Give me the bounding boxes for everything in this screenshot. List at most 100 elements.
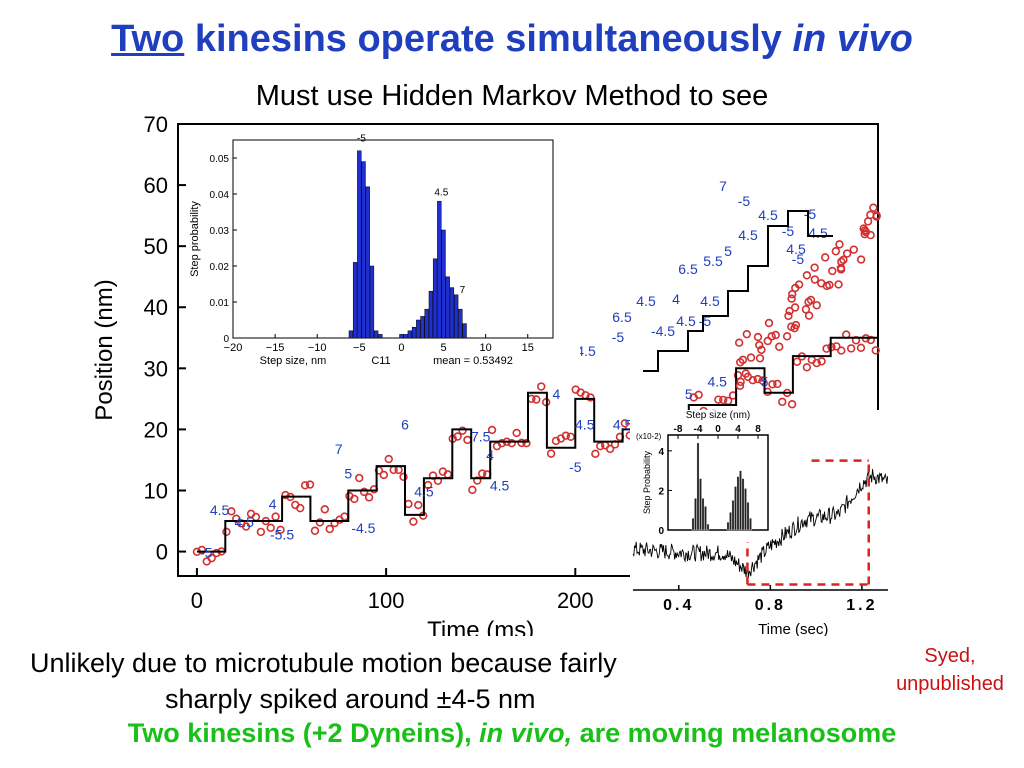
trace-x-tick-label: 0.4 xyxy=(663,597,694,614)
hist-y-axis-label: Step probability xyxy=(189,201,201,277)
step-size-label: 4.5 xyxy=(490,477,510,493)
step-size-label: 7 xyxy=(335,441,343,457)
histogram-bar xyxy=(378,334,383,339)
histogram-bar xyxy=(420,316,425,339)
data-point xyxy=(846,344,856,353)
data-point xyxy=(310,526,320,535)
inner-histogram-bar xyxy=(736,476,740,531)
inner-histogram-bar xyxy=(739,470,742,531)
note-line-2: sharply spiked around ±4-5 nm xyxy=(165,684,536,714)
data-point xyxy=(791,283,800,293)
x-tick-label: 100 xyxy=(368,588,405,613)
data-point xyxy=(497,439,507,448)
data-point xyxy=(802,363,812,372)
histogram-bar xyxy=(361,161,366,339)
hist-x-axis-label: Step size, nm xyxy=(260,355,327,367)
data-point xyxy=(694,390,703,400)
data-point xyxy=(359,487,369,497)
data-point xyxy=(207,553,216,563)
hist-mean-annotation: mean = 0.53492 xyxy=(433,355,513,367)
data-point xyxy=(414,500,423,510)
hist-extra-label: C11 xyxy=(371,355,390,367)
data-point xyxy=(735,381,745,390)
data-point xyxy=(755,354,765,363)
data-point xyxy=(281,490,290,500)
data-point xyxy=(222,527,231,537)
credit-note: Syed, unpublished xyxy=(880,642,1020,698)
data-point xyxy=(197,545,207,555)
inner-hist-x-tick-label: 8 xyxy=(755,424,761,435)
inner-hist-y-tick-label: 4 xyxy=(658,447,664,458)
data-point xyxy=(320,505,330,514)
data-point xyxy=(605,444,615,454)
histogram-bar xyxy=(374,330,379,339)
histogram-peak-label: 7 xyxy=(460,285,466,296)
conclusion-text-a: Two kinesins (+2 Dyneins), xyxy=(127,718,480,748)
data-point xyxy=(804,297,813,307)
data-point xyxy=(591,449,600,459)
step-size-label: 5 xyxy=(724,243,732,259)
data-point xyxy=(734,338,744,347)
y-tick-label: 50 xyxy=(144,234,168,259)
hist-y-tick-label: 0.05 xyxy=(210,154,230,165)
data-point xyxy=(561,431,571,440)
hist-x-tick-label: −20 xyxy=(224,342,243,354)
data-point xyxy=(355,473,364,483)
note-line-1: Unlikely due to microtubule motion becau… xyxy=(30,648,617,678)
data-point xyxy=(537,382,546,391)
histogram-bar xyxy=(424,308,429,339)
credit-line-1: Syed, xyxy=(924,645,976,667)
histogram-bar xyxy=(441,229,446,339)
inner-histogram-bar xyxy=(704,506,707,531)
step-size-label: 5 xyxy=(344,465,352,481)
data-point xyxy=(517,438,526,448)
data-point xyxy=(753,332,763,342)
data-point xyxy=(736,377,745,387)
step-size-label: 4.5 xyxy=(613,416,633,432)
data-point xyxy=(866,210,875,220)
histogram-bar xyxy=(348,330,354,339)
histogram-bar xyxy=(369,265,375,339)
step-size-label: 4.5 xyxy=(576,343,596,359)
main-position-chart: 0102030405060700100200300Time (ms)Positi… xyxy=(91,116,888,636)
data-point xyxy=(831,247,841,256)
step-size-label: 4 xyxy=(269,496,277,512)
data-point xyxy=(458,426,467,435)
histogram-bar xyxy=(449,287,455,339)
step-size-label: -5 xyxy=(612,329,625,345)
y-tick-label: 10 xyxy=(144,478,168,503)
data-point xyxy=(399,472,408,482)
data-point xyxy=(487,425,497,435)
data-point xyxy=(742,329,752,339)
data-point xyxy=(775,342,784,351)
data-point xyxy=(758,376,767,385)
inner-hist-scale-note: (x10-2) xyxy=(636,432,662,441)
data-point xyxy=(746,353,756,362)
step-size-label: 4.5 xyxy=(707,374,727,390)
data-point xyxy=(748,375,757,385)
data-point xyxy=(473,476,482,485)
bottom-conclusion: Two kinesins (+2 Dyneins), in vivo, are … xyxy=(0,718,1024,749)
inner-histogram-frame xyxy=(667,434,769,531)
data-point xyxy=(478,469,487,478)
data-point xyxy=(832,342,841,351)
data-point xyxy=(586,393,595,402)
step-size-label: 4.5 xyxy=(575,416,595,432)
inner-hist-y-tick-label: 0 xyxy=(658,526,664,537)
inner-histogram-bar xyxy=(741,478,745,531)
histogram-bar xyxy=(416,319,421,339)
data-point xyxy=(379,470,389,480)
hist-x-tick-label: −5 xyxy=(353,342,366,354)
x-axis-label: Time (ms) xyxy=(427,617,534,636)
step-size-label: 4 xyxy=(552,386,560,402)
step-size-label: 6.5 xyxy=(612,309,632,325)
data-point xyxy=(315,518,325,527)
y-tick-label: 0 xyxy=(156,540,168,565)
data-point xyxy=(364,493,374,502)
data-point xyxy=(817,279,826,288)
step-size-label: 5 xyxy=(761,374,769,390)
hist-x-tick-label: 5 xyxy=(440,342,446,354)
step-size-label: 4.5 xyxy=(700,293,720,309)
histogram-bar xyxy=(399,334,404,339)
step-size-label: -5.5 xyxy=(270,526,294,542)
